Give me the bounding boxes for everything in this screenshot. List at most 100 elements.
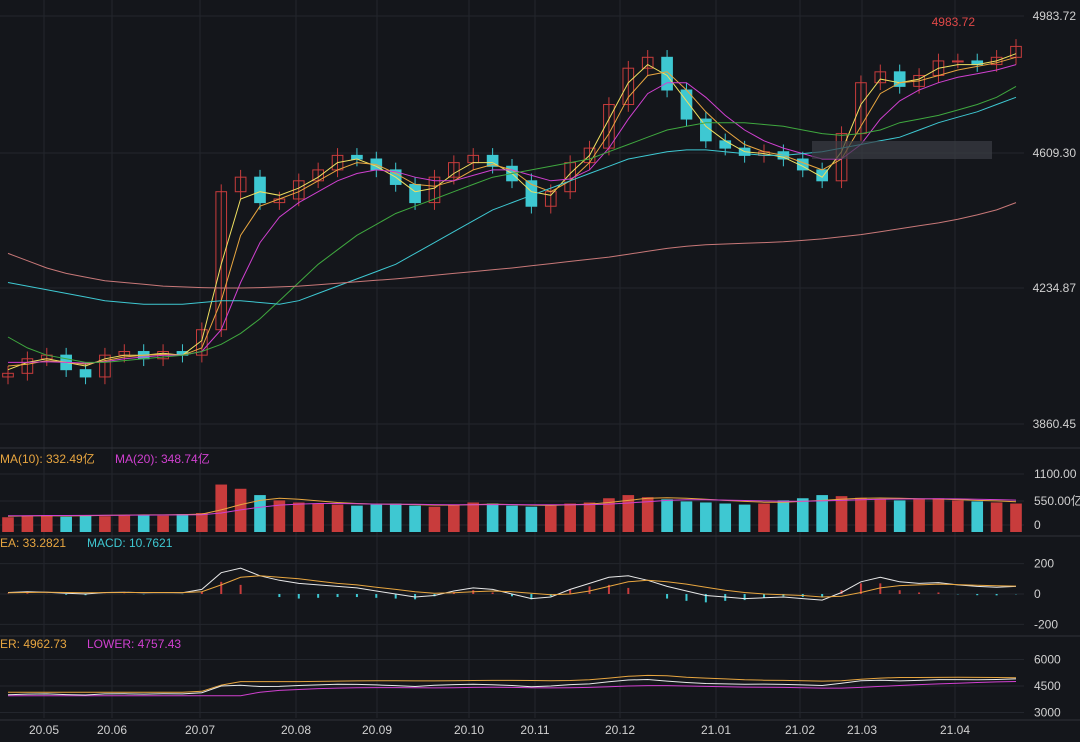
volume-bar [428, 506, 441, 532]
volume-bar [176, 514, 189, 532]
x-tick-label: 21.03 [847, 723, 877, 737]
volume-legend: MA(20): 348.74亿 [115, 451, 210, 466]
macd-tick-label: 200 [1034, 557, 1054, 571]
volume-bar [2, 517, 14, 532]
volume-bar [196, 513, 208, 532]
volume-bar [641, 497, 654, 532]
volume-bar [835, 496, 848, 532]
volume-bar [680, 501, 693, 532]
candle-body [99, 354, 111, 378]
volume-bar [312, 503, 324, 532]
candle-body [21, 358, 34, 374]
macd-dea-line [7, 575, 1017, 598]
macd-tick-label: 0 [1034, 587, 1041, 601]
volume-bar [816, 495, 828, 532]
price-tick-label: 4983.72 [1033, 9, 1077, 23]
x-tick-label: 20.10 [454, 723, 484, 737]
volume-bar [99, 516, 111, 532]
ma-line-ma60 [7, 85, 1017, 363]
volume-bar [700, 502, 712, 532]
x-tick-label: 20.11 [520, 723, 549, 737]
volume-bar [525, 506, 538, 532]
volume-legend: MA(10): 332.49亿 [0, 451, 95, 466]
volume-bar [21, 516, 34, 532]
boll-tick-label: 4500 [1034, 679, 1061, 693]
volume-bar [544, 505, 557, 532]
candle-body [2, 372, 14, 378]
x-tick-label: 21.04 [940, 723, 970, 737]
volume-bar [370, 504, 383, 532]
volume-bar [855, 497, 867, 532]
macd-panel: EA: 33.2821 MACD: 10.7621 [0, 536, 1017, 603]
volume-bar [893, 500, 906, 532]
candle-body [719, 140, 732, 149]
volume-ma20-line [8, 498, 1017, 517]
volume-bar [661, 499, 673, 532]
candle-body [234, 176, 247, 193]
x-tick-label: 21.02 [785, 723, 815, 737]
price-panel: 4983.72 [2, 15, 1022, 385]
candle-body [622, 67, 635, 106]
volume-bar [448, 504, 460, 532]
candle-body [79, 369, 92, 378]
volume-bar [622, 495, 635, 532]
volume-bar [467, 502, 480, 532]
volume-bar [913, 499, 925, 532]
volume-bar [331, 504, 344, 532]
x-tick-label: 21.01 [701, 723, 731, 737]
macd-legend: EA: 33.2821 [0, 536, 66, 550]
boll-tick-label: 3000 [1034, 705, 1061, 719]
volume-bar [254, 495, 266, 532]
candle-body [893, 71, 906, 87]
volume-bar [719, 503, 732, 532]
boll-tick-label: 6000 [1034, 653, 1061, 667]
x-tick-label: 20.07 [185, 723, 215, 737]
volume-bar [777, 500, 790, 532]
candle-body [351, 154, 363, 160]
volume-bar [583, 502, 596, 532]
macd-legend: MACD: 10.7621 [87, 536, 173, 550]
price-tick-label: 4234.87 [1033, 281, 1077, 295]
axis-labels: 20.05 20.06 20.07 20.08 20.09 20.10 20.11 20.12… [29, 9, 1080, 737]
boll-mid-line [7, 678, 1017, 696]
candle-body [874, 71, 887, 84]
ma-line-ma250 [7, 202, 1017, 289]
volume-bar [486, 503, 499, 532]
volume-bar [603, 498, 615, 532]
volume-bar [564, 503, 576, 532]
boll-legend: LOWER: 4757.43 [87, 637, 181, 651]
volume-bar [952, 500, 964, 532]
volume-tick-label: 0 [1034, 518, 1041, 532]
candle-body [641, 56, 654, 69]
candle-body [409, 183, 421, 204]
x-tick-label: 20.09 [362, 723, 392, 737]
x-tick-label: 20.05 [29, 723, 59, 737]
price-tick-label: 4609.30 [1033, 146, 1077, 160]
price-tick-label: 3860.45 [1033, 417, 1077, 431]
volume-bar [40, 515, 53, 532]
macd-tick-label: -200 [1034, 617, 1058, 631]
volume-tick-label: 550.00亿 [1034, 493, 1080, 508]
volume-bar [292, 502, 305, 532]
volume-bar [409, 505, 421, 532]
boll-upper-line [8, 674, 1017, 693]
last-price-label: 4983.72 [932, 15, 976, 29]
volume-bar [273, 500, 286, 532]
candle-body [196, 329, 208, 356]
boll-legend: ER: 4962.73 [0, 637, 67, 651]
candle-body [952, 60, 964, 63]
candle-body [661, 56, 673, 91]
volume-bar [1010, 503, 1022, 532]
volume-bar [971, 501, 984, 532]
candle-body [254, 176, 266, 204]
volume-tick-label: 1100.00 [1034, 467, 1077, 481]
x-tick-label: 20.08 [281, 723, 311, 737]
volume-bar [60, 516, 72, 532]
volume-bar [874, 499, 887, 532]
volume-bar [738, 504, 751, 532]
volume-bar [118, 515, 131, 532]
candle-body [486, 154, 499, 167]
volume-bar [137, 514, 150, 532]
volume-bar [215, 484, 228, 532]
